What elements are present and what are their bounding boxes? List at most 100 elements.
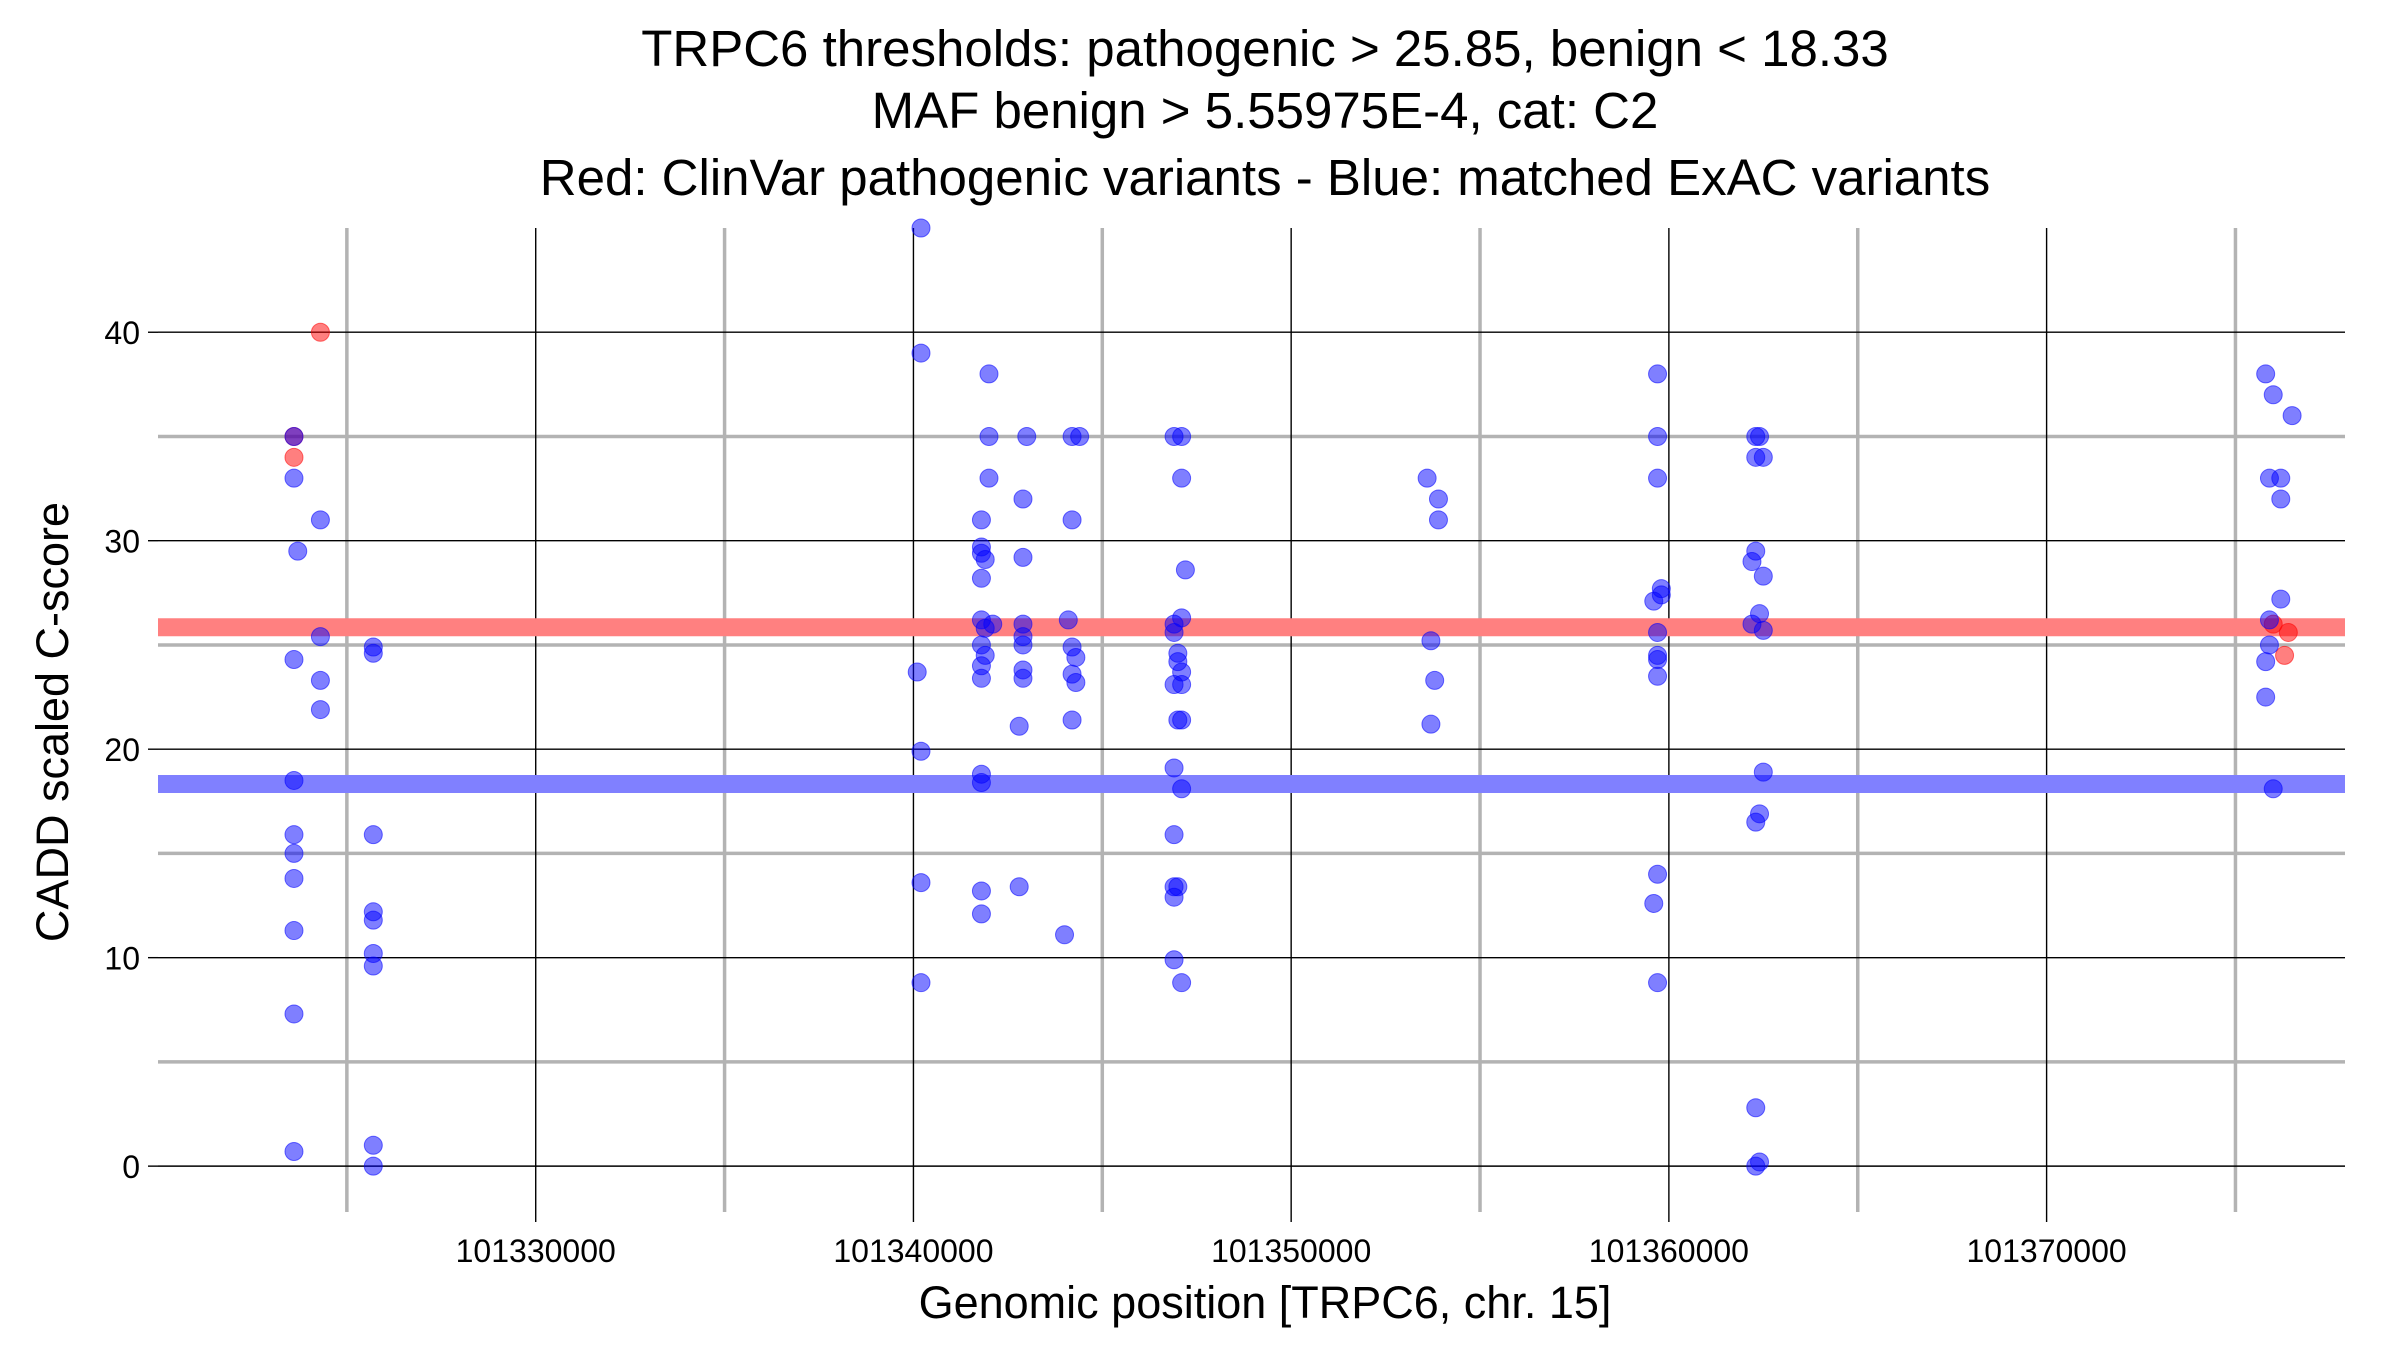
x-tick-label: 101350000 (1211, 1233, 1371, 1269)
exac-variant-point (1066, 647, 1086, 667)
exac-variant-point (363, 910, 383, 930)
exac-variant-point (310, 670, 330, 690)
threshold-lines (158, 618, 2345, 794)
exac-variant-point (363, 1135, 383, 1155)
exac-variant-point (2256, 364, 2276, 384)
exac-variant-point (1062, 510, 1082, 530)
y-axis-label: CADD scaled C-score (27, 502, 78, 942)
exac-variant-point (2271, 468, 2291, 488)
pathogenic-variant-point (284, 447, 304, 467)
exac-variant-point (1164, 622, 1184, 642)
exac-variant-point (1421, 714, 1441, 734)
exac-variant-point (1648, 364, 1668, 384)
exac-variant-point (363, 956, 383, 976)
exac-variant-point (2263, 779, 2283, 799)
exac-variant-point (284, 650, 304, 670)
exac-variant-point (971, 668, 991, 688)
chart-title: TRPC6 thresholds: pathogenic > 25.85, be… (540, 20, 1990, 206)
chart-title-line-3: Red: ClinVar pathogenic variants - Blue:… (540, 149, 1990, 206)
exac-variant-point (1172, 426, 1192, 446)
y-tick-label: 20 (104, 732, 140, 768)
exac-variant-point (1013, 668, 1033, 688)
exac-variant-point (284, 1004, 304, 1024)
exac-variant-point (1648, 468, 1668, 488)
exac-variant-point (1644, 893, 1664, 913)
exac-variant-point (2256, 652, 2276, 672)
x-tick-label: 101370000 (1967, 1233, 2127, 1269)
exac-variant-point (1013, 635, 1033, 655)
exac-variant-point (911, 873, 931, 893)
exac-variant-point (1070, 426, 1090, 446)
exac-variant-point (1753, 566, 1773, 586)
exac-variant-point (971, 568, 991, 588)
exac-variant-point (288, 541, 308, 561)
exac-variant-point (971, 510, 991, 530)
exac-variant-point (2282, 406, 2302, 426)
exac-variant-point (1164, 758, 1184, 778)
exac-variant-point (1172, 973, 1192, 993)
x-tick-label: 101360000 (1589, 1233, 1749, 1269)
exac-variant-point (310, 627, 330, 647)
exac-variant-point (1425, 670, 1445, 690)
exac-variant-point (1172, 468, 1192, 488)
exac-variant-point (1746, 1156, 1766, 1176)
x-tick-label: 101330000 (456, 1233, 616, 1269)
exac-variant-point (979, 468, 999, 488)
exac-variant-point (971, 881, 991, 901)
x-axis-ticks: 101330000 101340000 101350000 101360000 1013… (456, 1212, 2127, 1269)
exac-variant-point (971, 773, 991, 793)
exac-variant-point (1017, 426, 1037, 446)
exac-variant-point (1009, 877, 1029, 897)
data-points (284, 218, 2302, 1176)
exac-variant-point (284, 825, 304, 845)
exac-variant-point (1753, 762, 1773, 782)
exac-variant-point (363, 825, 383, 845)
exac-variant-point (911, 218, 931, 238)
y-tick-label: 30 (104, 524, 140, 560)
x-axis-label: Genomic position [TRPC6, chr. 15] (919, 1277, 1612, 1328)
chart-title-line-2: MAF benign > 5.55975E-4, cat: C2 (872, 82, 1659, 139)
y-tick-label: 10 (104, 941, 140, 977)
exac-variant-point (1648, 864, 1668, 884)
exac-variant-point (2263, 385, 2283, 405)
y-axis-ticks: 0 10 20 30 40 (104, 315, 158, 1185)
exac-variant-point (1164, 825, 1184, 845)
exac-variant-point (284, 770, 304, 790)
exac-variant-point (1428, 489, 1448, 509)
exac-variant-point (1009, 716, 1029, 736)
exac-variant-point (1172, 710, 1192, 730)
exac-variant-point (1062, 710, 1082, 730)
exac-variant-point (907, 662, 927, 682)
x-tick-label: 101340000 (833, 1233, 993, 1269)
exac-variant-point (1648, 426, 1668, 446)
exac-variant-point (284, 1142, 304, 1162)
exac-variant-point (1175, 560, 1195, 580)
exac-variant-point (1417, 468, 1437, 488)
exac-variant-point (1428, 510, 1448, 530)
exac-variant-point (1421, 631, 1441, 651)
exac-variant-point (1058, 610, 1078, 630)
exac-variant-point (284, 921, 304, 941)
exac-variant-point (1651, 585, 1671, 605)
exac-variant-point (2271, 589, 2291, 609)
exac-variant-point (1750, 426, 1770, 446)
exac-variant-point (911, 343, 931, 363)
chart-title-line-1: TRPC6 thresholds: pathogenic > 25.85, be… (641, 20, 1889, 77)
exac-variant-point (983, 614, 1003, 634)
exac-variant-point (1013, 489, 1033, 509)
exac-variant-point (971, 904, 991, 924)
exac-variant-point (363, 643, 383, 663)
exac-variant-point (310, 700, 330, 720)
pathogenic-variant-point (310, 322, 330, 342)
grid-lines (158, 228, 2345, 1212)
exac-variant-point (979, 364, 999, 384)
exac-variant-point (1742, 552, 1762, 572)
exac-variant-point (284, 868, 304, 888)
exac-variant-point (1066, 672, 1086, 692)
exac-variant-point (2259, 635, 2279, 655)
exac-variant-point (1172, 779, 1192, 799)
y-tick-label: 0 (122, 1149, 140, 1185)
exac-variant-point (310, 510, 330, 530)
exac-variant-point (911, 741, 931, 761)
